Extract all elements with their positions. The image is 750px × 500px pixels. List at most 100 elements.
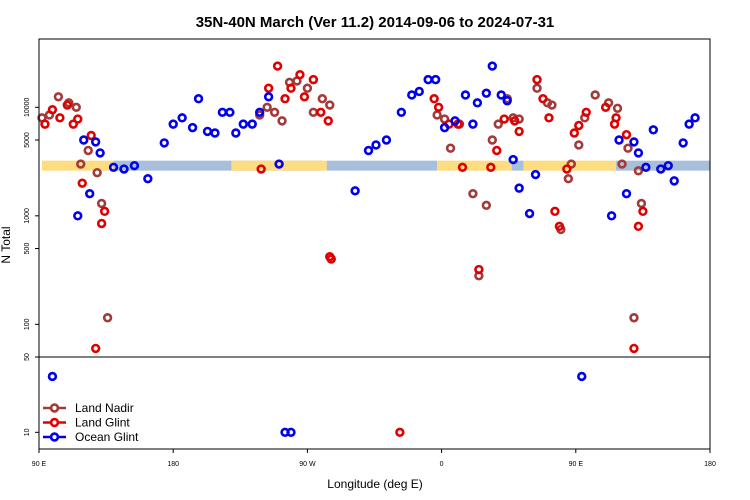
data-point [53,92,64,102]
data-point [274,159,284,169]
data-point [40,119,50,129]
data-point [547,100,557,110]
data-point [590,90,600,100]
data-point [90,343,101,354]
data-point [514,114,524,124]
data-point [96,198,107,209]
data-point [247,119,257,129]
data-point [272,61,283,71]
data-point [524,208,535,219]
band-segment [511,160,524,171]
y-tick-label: 500 [24,243,31,255]
data-point [159,138,169,148]
data-point [68,119,78,129]
data-point [238,119,248,129]
data-point [499,114,509,124]
data-point [168,119,178,129]
data-point [350,186,360,196]
data-point [92,167,102,178]
data-point [577,371,587,382]
data-point [231,128,241,138]
x-tick-label: 180 [704,461,716,468]
data-point [84,188,95,199]
data-point [532,83,542,93]
data-point [566,159,577,169]
data-point [280,94,290,104]
data-point [55,113,65,123]
data-point [612,103,623,113]
data-point [308,74,319,85]
x-tick-label: 90 W [299,461,316,468]
x-tick-label: 90 E [569,461,584,468]
data-point [77,178,87,188]
data-point [71,102,81,113]
legend-marker [49,417,60,428]
legend-marker [49,432,60,442]
band-segment [113,160,323,171]
data-point [684,119,694,129]
data-point [73,211,83,221]
data-point [414,86,424,97]
data-point [193,94,204,104]
data-point [99,206,110,217]
data-point [439,114,450,124]
data-point [633,221,644,232]
data-point [108,162,119,173]
data-point [460,90,471,100]
data-point [508,154,518,165]
x-tick-label: 0 [440,461,444,468]
data-point [574,140,584,150]
data-point [129,160,140,171]
data-point [472,98,483,108]
data-point [563,173,574,184]
y-tick-label: 10000 [24,97,31,117]
y-axis-ticks: 50 100 500 1000 5000 10000 10 [24,97,39,436]
data-point [450,116,460,126]
data-point [538,94,548,104]
legend-label: Ocean Glint [75,430,139,444]
data-point [530,169,541,180]
data-point [263,92,274,102]
data-point [600,102,611,113]
data-point [286,427,296,438]
data-point [468,119,478,129]
data-point [439,122,450,133]
data-point [487,135,497,145]
data-point [633,166,644,176]
legend-marker [49,403,60,413]
data-point [381,135,392,145]
data-point [102,313,113,323]
data-point [325,100,335,110]
data-point [79,135,89,145]
data-point [614,135,624,145]
data-point [621,129,632,140]
data-point [90,137,101,147]
x-tick-label: 90 E [32,461,47,468]
y-tick-label: 10 [24,428,31,436]
y-tick-label: 5000 [24,132,31,148]
data-point [574,120,584,131]
data-point [445,143,456,153]
data-points [37,61,700,438]
data-point [669,176,679,186]
data-point [481,88,492,98]
data-point [514,126,524,137]
data-point [317,94,328,104]
data-point [509,116,520,126]
data-point [496,90,506,100]
series-land-glint [40,61,648,438]
data-point [254,107,265,117]
data-point [629,137,639,147]
x-tick-label: 180 [167,461,179,468]
series-ocean-glint [47,61,700,438]
data-point [633,148,644,158]
data-point [262,102,272,113]
data-point [323,116,333,126]
data-point [143,173,153,184]
data-point [663,160,673,171]
data-point [648,125,659,135]
data-point [62,100,73,110]
